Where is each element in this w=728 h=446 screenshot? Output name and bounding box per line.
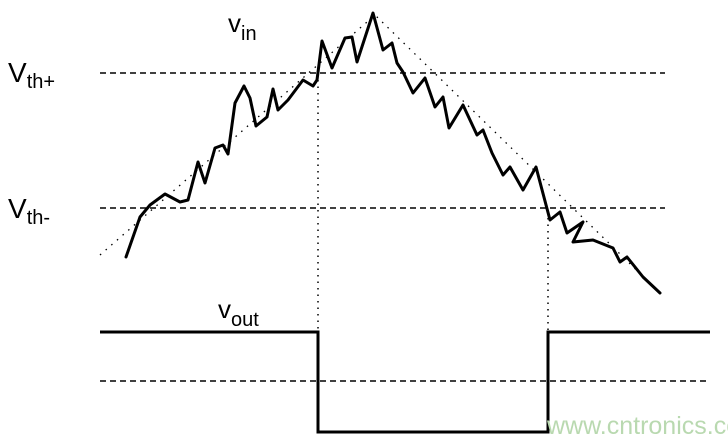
vout-label: vout (218, 294, 259, 331)
watermark: www.cntronics.com (546, 412, 728, 440)
vin-trend-line (99, 14, 661, 294)
vin-noisy-signal (124, 11, 662, 295)
vin-label: vin (228, 8, 257, 45)
vth-minus-label: Vth- (8, 193, 50, 229)
vout-signal (100, 330, 710, 434)
vth-plus-label: Vth+ (8, 57, 55, 93)
